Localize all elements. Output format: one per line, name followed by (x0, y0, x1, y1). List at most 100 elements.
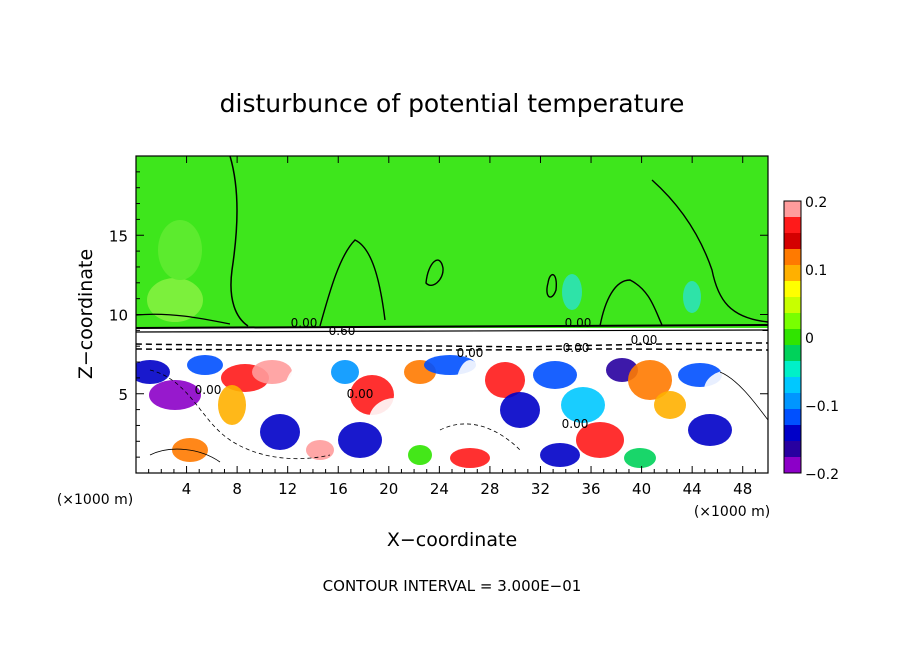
eddy (533, 361, 577, 389)
eddy (218, 385, 246, 425)
contour-line (651, 179, 768, 323)
colorbar-swatch (784, 329, 801, 346)
contour-label: 0.00 (457, 346, 484, 360)
contour-line (319, 239, 386, 327)
contour-label: 0.00 (195, 383, 222, 397)
x-tick-label: 16 (329, 480, 348, 498)
contour-label: 0.00 (565, 316, 592, 330)
eddy (688, 414, 732, 446)
colorbar-swatch (784, 393, 801, 410)
eddy (654, 391, 686, 419)
x-unit-label-left: (×1000 m) (57, 492, 133, 508)
contour-label: 0.00 (562, 417, 589, 431)
x-tick-label: 24 (430, 480, 449, 498)
y-axis-label: Z−coordinate (75, 249, 97, 379)
colorbar-swatch (784, 457, 801, 474)
eddy (369, 398, 421, 442)
x-tick-label: 44 (683, 480, 702, 498)
colorbar-swatch (784, 409, 801, 426)
colorbar-swatch (784, 249, 801, 266)
contour-label: 0.00 (347, 387, 374, 401)
eddy (628, 360, 672, 400)
colorbar-swatch (784, 377, 801, 394)
upper-layer-anomaly (158, 220, 202, 280)
x-tick-label: 8 (232, 480, 242, 498)
turbulent-eddies (136, 355, 768, 470)
x-tick-label: 20 (379, 480, 398, 498)
x-axis-label: X−coordinate (387, 529, 517, 551)
contour-lines (136, 156, 768, 463)
colorbar-tick-label: −0.2 (805, 467, 839, 483)
eddy (561, 387, 605, 423)
x-tick-label: 40 (632, 480, 651, 498)
eddy (187, 355, 223, 375)
colorbar-swatch (784, 265, 801, 282)
colorbar-swatch (784, 217, 801, 234)
contour-line (136, 329, 768, 333)
contour-labels: 0.00 0.60 0.00 0.00 0.00 0.00 0.00 0.00 0.00 (195, 316, 658, 431)
y-tick-label: 10 (109, 307, 128, 325)
contour-label: 0.60 (329, 324, 356, 338)
contour-interval-note: CONTOUR INTERVAL = 3.000E−01 (323, 577, 582, 595)
eddy (149, 380, 201, 410)
x-tick-label: 32 (531, 480, 550, 498)
plot-area: 0.00 0.60 0.00 0.00 0.00 0.00 0.00 0.00 0.00 (136, 156, 768, 473)
x-tick-label: 28 (480, 480, 499, 498)
colorbar-swatch (784, 201, 801, 218)
colorbar-tick-label: −0.1 (805, 399, 839, 415)
upper-layer-anomaly (147, 278, 203, 322)
eddy (540, 443, 580, 467)
colorbar-swatch (784, 425, 801, 442)
colorbar-swatch (784, 345, 801, 362)
eddy (485, 362, 525, 398)
eddy (704, 370, 756, 410)
x-tick-label: 12 (278, 480, 297, 498)
upper-layer-anomaly (683, 281, 701, 313)
colorbar-tick-label: 0.2 (805, 195, 827, 211)
x-tick-label: 48 (733, 480, 752, 498)
contour-label: 0.00 (563, 341, 590, 355)
contour-line (229, 156, 249, 327)
eddy (338, 422, 382, 458)
chart-title: disturbunce of potential temperature (220, 89, 685, 118)
colorbar-tick-label: 0.1 (805, 263, 827, 279)
y-tick-label: 15 (109, 227, 128, 245)
eddy (306, 440, 334, 460)
upper-layer-field (136, 156, 768, 328)
contour-line (136, 348, 768, 351)
colorbar-swatch (784, 297, 801, 314)
eddy (500, 392, 540, 428)
contour-line (599, 279, 663, 327)
contour-line (425, 259, 444, 286)
eddy (136, 360, 170, 384)
colorbar: 0.2 0.1 0 −0.1 −0.2 (783, 195, 839, 483)
eddy (284, 367, 316, 423)
eddy (454, 360, 486, 440)
colorbar-swatch (784, 441, 801, 458)
x-axis: 4 8 12 16 20 24 28 32 36 40 44 48 (148, 156, 756, 498)
eddy (260, 414, 300, 450)
colorbar-swatch (784, 313, 801, 330)
contour-line (136, 313, 231, 325)
colorbar-swatch (784, 281, 801, 298)
contour-line (719, 371, 768, 421)
contour-line (546, 274, 558, 298)
upper-layer-anomaly (562, 274, 582, 310)
contour-label: 0.00 (631, 333, 658, 347)
eddy (450, 448, 490, 468)
colorbar-swatch (784, 361, 801, 378)
contour-line (136, 324, 768, 329)
contour-line (439, 423, 521, 451)
y-axis: 5 10 15 (109, 171, 768, 458)
eddy (576, 422, 624, 458)
contour-line (149, 448, 221, 463)
x-tick-label: 4 (182, 480, 192, 498)
eddy (624, 448, 656, 468)
contour-label: 0.00 (291, 316, 318, 330)
eddy (252, 360, 292, 384)
contour-line (149, 369, 331, 460)
eddy (408, 445, 432, 465)
eddy (741, 446, 768, 470)
colorbar-swatch (784, 233, 801, 250)
